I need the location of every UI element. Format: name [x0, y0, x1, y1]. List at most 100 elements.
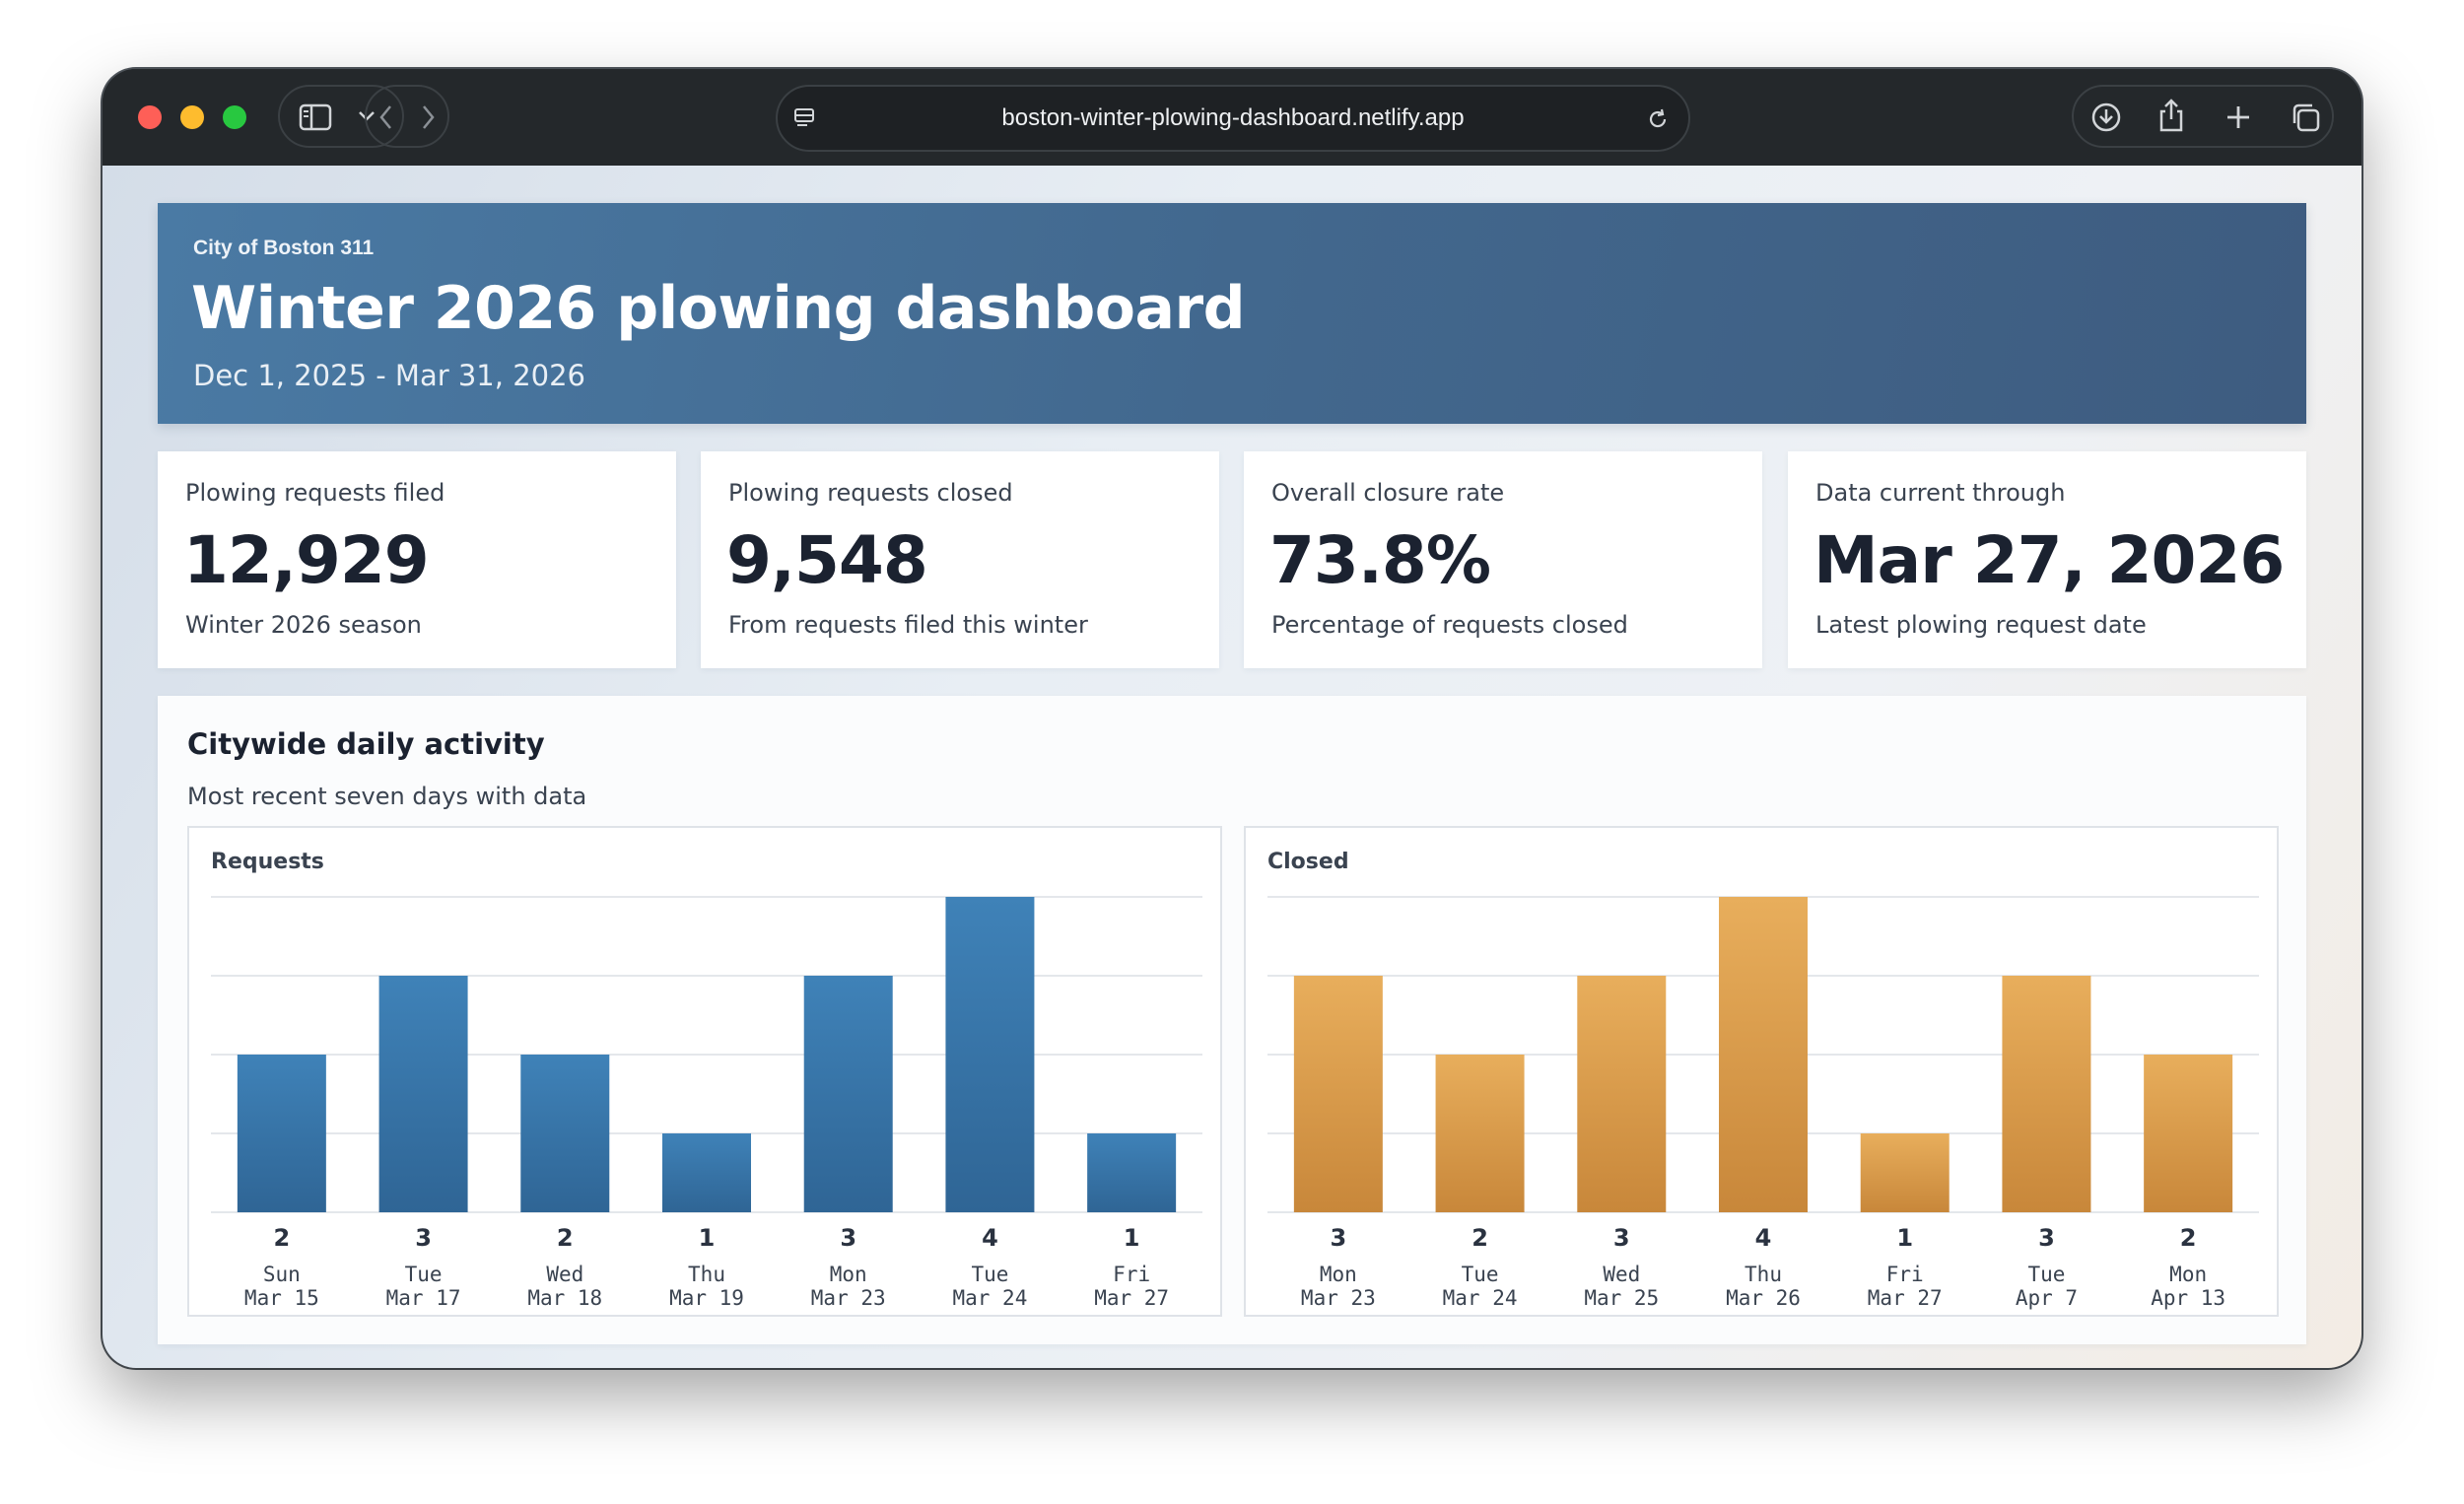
- tab-overview-icon[interactable]: [2289, 101, 2322, 134]
- x-tick-date-label: Mar 24: [952, 1286, 1027, 1310]
- x-tick-date-label: Mar 24: [1443, 1286, 1518, 1310]
- chart-title: Closed: [1267, 850, 1349, 874]
- back-arrow-icon[interactable]: [373, 103, 400, 132]
- bar-value-label: 4: [1755, 1224, 1772, 1252]
- x-tick-day-label: Wed: [1603, 1263, 1640, 1286]
- requests-chart-panel: Requests 2 Sun Mar 15 3 Tue Mar 17 2 Wed Mar 18 1…: [187, 826, 1222, 1317]
- section-title: Citywide daily activity: [187, 727, 545, 761]
- bar-value-label: 1: [1124, 1224, 1140, 1252]
- toolbar-actions-group: [2072, 85, 2334, 148]
- bar-value-label: 3: [415, 1224, 432, 1252]
- bar-value-label: 1: [699, 1224, 716, 1252]
- bar: [1719, 897, 1808, 1212]
- bar-value-label: 3: [1613, 1224, 1630, 1252]
- x-tick-date-label: Apr 7: [2016, 1286, 2078, 1310]
- bar: [520, 1055, 610, 1212]
- stat-card-closure-rate: Overall closure rate 73.8% Percentage of…: [1244, 451, 1762, 668]
- bar: [803, 976, 893, 1212]
- x-tick-day-label: Fri: [1113, 1263, 1150, 1286]
- x-tick-day-label: Wed: [546, 1263, 583, 1286]
- stat-subtext: From requests filed this winter: [728, 611, 1088, 639]
- date-range: Dec 1, 2025 - Mar 31, 2026: [193, 359, 585, 392]
- sidebar-control-group: [278, 85, 404, 148]
- stat-label: Overall closure rate: [1271, 479, 1505, 507]
- bar: [2002, 976, 2091, 1212]
- stat-value: 12,929: [183, 522, 430, 598]
- x-tick-day-label: Tue: [971, 1263, 1008, 1286]
- stat-label: Data current through: [1815, 479, 2066, 507]
- stat-subtext: Latest plowing request date: [1815, 611, 2147, 639]
- stat-value: Mar 27, 2026: [1814, 522, 2285, 598]
- browser-window: boston-winter-plowing-dashboard.netlify.…: [103, 69, 2361, 1368]
- x-tick-date-label: Mar 23: [811, 1286, 886, 1310]
- x-tick-day-label: Fri: [1886, 1263, 1924, 1286]
- download-icon[interactable]: [2089, 101, 2123, 134]
- x-tick-date-label: Mar 27: [1094, 1286, 1169, 1310]
- x-tick-day-label: Mon: [2169, 1263, 2207, 1286]
- stat-card-data-current: Data current through Mar 27, 2026 Latest…: [1788, 451, 2306, 668]
- stat-card-requests-filed: Plowing requests filed 12,929 Winter 202…: [158, 451, 676, 668]
- bar-value-label: 2: [557, 1224, 574, 1252]
- header-eyebrow: City of Boston 311: [193, 237, 375, 259]
- section-subtitle: Most recent seven days with data: [187, 783, 587, 810]
- bar-value-label: 1: [1896, 1224, 1913, 1252]
- x-tick-date-label: Mar 25: [1584, 1286, 1659, 1310]
- x-tick-date-label: Apr 13: [2151, 1286, 2225, 1310]
- stat-value: 73.8%: [1269, 522, 1491, 598]
- page-settings-icon[interactable]: [791, 106, 817, 130]
- address-bar[interactable]: boston-winter-plowing-dashboard.netlify.…: [776, 85, 1690, 152]
- x-tick-day-label: Thu: [688, 1263, 725, 1286]
- sidebar-toggle-icon[interactable]: [298, 101, 333, 134]
- x-tick-day-label: Mon: [830, 1263, 867, 1286]
- bar-value-label: 2: [2180, 1224, 2197, 1252]
- x-tick-date-label: Mar 18: [527, 1286, 602, 1310]
- bar-value-label: 3: [2038, 1224, 2055, 1252]
- x-tick-date-label: Mar 26: [1726, 1286, 1801, 1310]
- zoom-window-button[interactable]: [223, 105, 246, 129]
- stat-subtext: Percentage of requests closed: [1271, 611, 1628, 639]
- share-icon[interactable]: [2156, 97, 2186, 134]
- bar: [1435, 1055, 1525, 1212]
- bar: [2144, 1055, 2233, 1212]
- stat-label: Plowing requests filed: [185, 479, 445, 507]
- x-tick-date-label: Mar 15: [244, 1286, 319, 1310]
- bar: [662, 1133, 751, 1212]
- new-tab-plus-icon[interactable]: [2224, 103, 2253, 132]
- bar: [1860, 1133, 1950, 1212]
- x-tick-day-label: Tue: [2027, 1263, 2065, 1286]
- bar: [1087, 1133, 1177, 1212]
- dashboard-header: City of Boston 311 Winter 2026 plowing d…: [158, 203, 2306, 424]
- daily-activity-section: Citywide daily activity Most recent seve…: [158, 696, 2306, 1344]
- bar: [237, 1055, 326, 1212]
- bar-value-label: 3: [1331, 1224, 1347, 1252]
- stat-card-requests-closed: Plowing requests closed 9,548 From reque…: [701, 451, 1219, 668]
- page-viewport: City of Boston 311 Winter 2026 plowing d…: [103, 166, 2361, 1368]
- url-text[interactable]: boston-winter-plowing-dashboard.netlify.…: [1001, 104, 1465, 131]
- x-tick-date-label: Mar 23: [1301, 1286, 1376, 1310]
- minimize-window-button[interactable]: [180, 105, 204, 129]
- x-tick-day-label: Tue: [405, 1263, 443, 1286]
- bar: [1293, 976, 1383, 1212]
- close-window-button[interactable]: [138, 105, 162, 129]
- bar-value-label: 2: [1472, 1224, 1488, 1252]
- x-tick-date-label: Mar 27: [1868, 1286, 1943, 1310]
- bar-value-label: 2: [274, 1224, 291, 1252]
- page-title: Winter 2026 plowing dashboard: [191, 274, 1246, 343]
- stat-value: 9,548: [726, 522, 928, 598]
- bar-value-label: 4: [982, 1224, 998, 1252]
- browser-toolbar: boston-winter-plowing-dashboard.netlify.…: [103, 69, 2361, 166]
- stat-label: Plowing requests closed: [728, 479, 1013, 507]
- x-tick-day-label: Sun: [263, 1263, 301, 1286]
- bar-value-label: 3: [840, 1224, 856, 1252]
- x-tick-date-label: Mar 17: [386, 1286, 461, 1310]
- x-tick-date-label: Mar 19: [669, 1286, 744, 1310]
- x-tick-day-label: Mon: [1320, 1263, 1357, 1286]
- bar: [1577, 976, 1667, 1212]
- reload-icon[interactable]: [1645, 106, 1671, 132]
- forward-arrow-icon[interactable]: [414, 103, 442, 132]
- x-tick-day-label: Thu: [1745, 1263, 1782, 1286]
- closed-chart-panel: Closed 3 Mon Mar 23 2 Tue Mar 24 3 Wed Mar 25 4 Th…: [1244, 826, 2279, 1317]
- bar: [945, 897, 1035, 1212]
